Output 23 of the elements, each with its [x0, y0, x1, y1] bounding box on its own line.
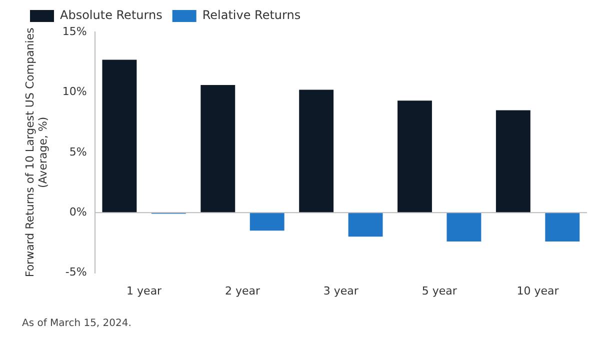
bar — [250, 212, 284, 231]
bar — [200, 84, 236, 213]
bar — [446, 212, 482, 242]
y-tick-label: 0% — [69, 205, 87, 218]
bar — [102, 60, 137, 213]
y-tick-label: 5% — [69, 145, 87, 158]
legend-label: Absolute Returns — [60, 8, 162, 22]
x-tick-label: 1 year — [126, 284, 162, 298]
legend-label: Relative Returns — [202, 8, 301, 22]
x-tick-label: 10 year — [516, 284, 560, 298]
y-tick-label: 10% — [62, 85, 87, 98]
x-tick-label: 3 year — [323, 284, 359, 298]
x-tick-label: 5 year — [422, 284, 458, 298]
y-tick-label: -5% — [65, 266, 87, 279]
bar — [299, 90, 334, 213]
x-tick-label: 2 year — [224, 284, 260, 298]
bar — [398, 100, 432, 213]
bar — [348, 212, 383, 237]
bar — [496, 110, 530, 213]
text: As of March 15, 2024. — [22, 318, 132, 329]
y-tick-label: 15% — [62, 24, 87, 38]
bar — [545, 212, 580, 242]
y-axis-title: Forward Returns of 10 Largest US Companies (Average, %) — [23, 27, 50, 278]
